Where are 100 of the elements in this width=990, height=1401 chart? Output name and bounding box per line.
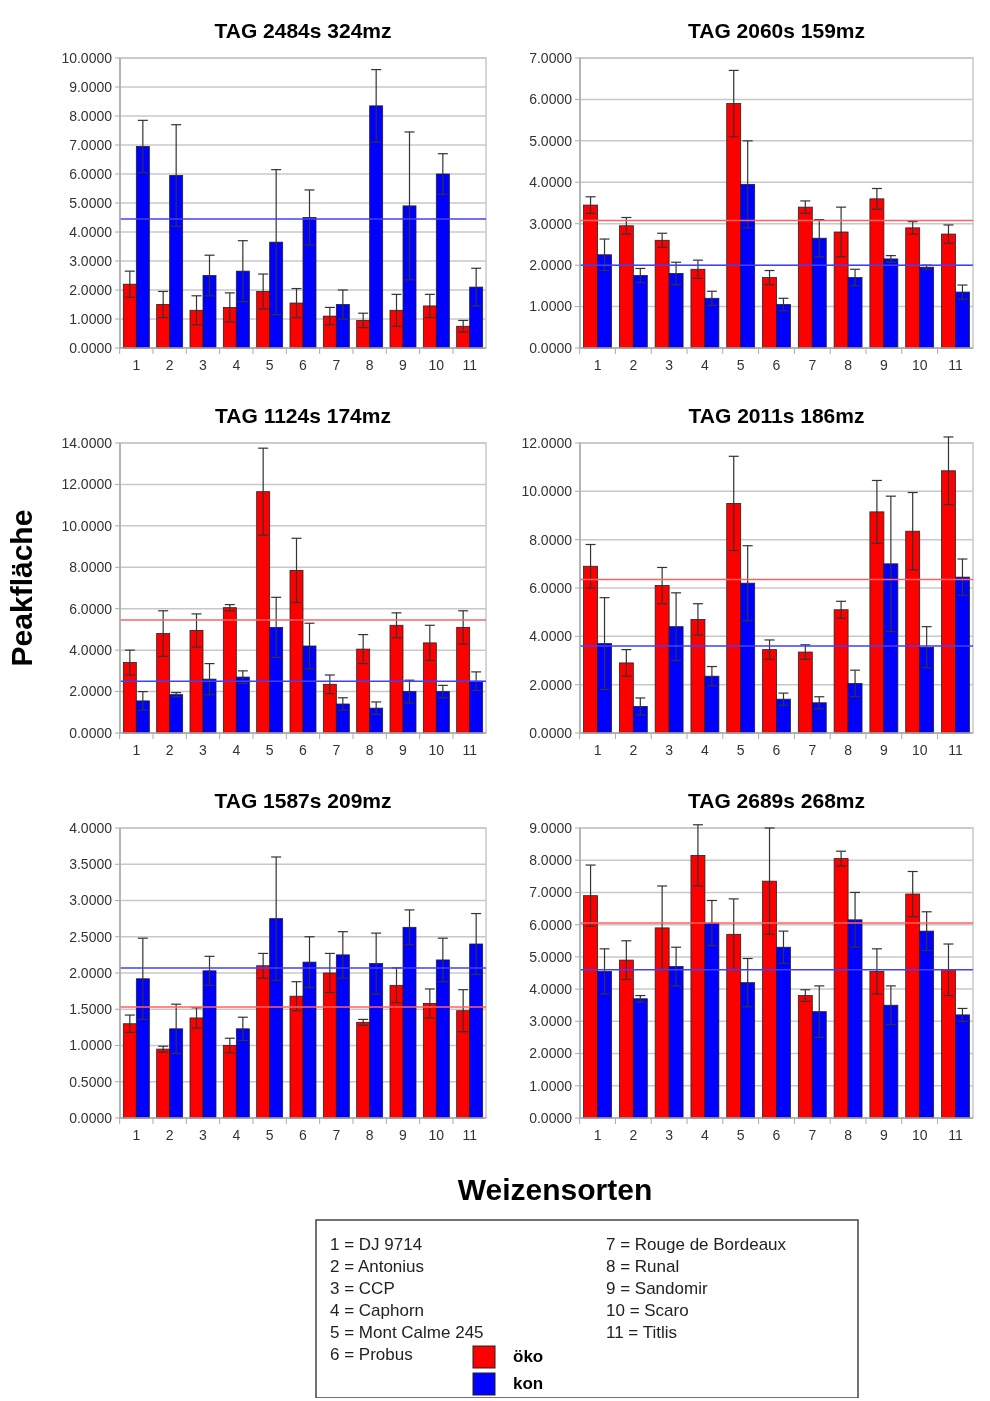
x-tick-label: 2: [165, 1127, 174, 1143]
x-tick-label: 2: [629, 1127, 638, 1143]
y-tick-label: 8.0000: [69, 107, 113, 124]
x-tick-label: 6: [772, 742, 781, 758]
y-tick-label: 12.0000: [61, 476, 113, 493]
x-tick-label: 7: [332, 742, 341, 758]
y-tick-label: 3.0000: [69, 252, 113, 269]
y-tick-label: 4.0000: [529, 628, 573, 645]
x-tick-label: 5: [736, 357, 745, 373]
x-tick-label: 3: [665, 1127, 674, 1143]
text: 5 = Mont Calme 245: [330, 1323, 484, 1342]
text: 1 = DJ 9714: [330, 1235, 423, 1254]
y-tick-label: 1.0000: [529, 1077, 573, 1094]
text: 11 = Titlis: [606, 1323, 678, 1342]
y-tick-label: 0.0000: [529, 1109, 573, 1126]
y-tick-label: 0.0000: [529, 339, 573, 356]
x-tick-label: 8: [844, 357, 853, 373]
x-tick-label: 7: [808, 742, 817, 758]
chart-title: TAG 1124s 174mz: [215, 404, 391, 427]
y-tick-label: 2.0000: [69, 683, 113, 700]
y-tick-label: 12.0000: [521, 434, 573, 451]
x-tick-label: 1: [593, 742, 602, 758]
y-tick-label: 10.0000: [61, 49, 113, 66]
y-tick-label: 2.0000: [529, 676, 573, 693]
x-tick-label: 1: [132, 1127, 141, 1143]
x-tick-label: 9: [879, 742, 888, 758]
x-tick-label: 4: [232, 357, 241, 373]
x-tick-label: 11: [948, 742, 963, 758]
y-tick-label: 10.0000: [61, 517, 113, 534]
y-tick-label: 0.0000: [69, 339, 113, 356]
x-tick-label: 6: [299, 1127, 308, 1143]
x-tick-label: 3: [199, 742, 208, 758]
x-tick-label: 6: [772, 357, 781, 373]
x-tick-label: 9: [399, 357, 408, 373]
y-tick-label: 7.0000: [69, 136, 113, 153]
x-tick-label: 3: [665, 742, 674, 758]
x-tick-label: 1: [132, 357, 141, 373]
chart-title: TAG 2484s 324mz: [214, 19, 392, 42]
y-tick-label: 6.0000: [69, 600, 113, 617]
x-tick-label: 11: [462, 357, 478, 373]
x-tick-label: 2: [629, 357, 638, 373]
y-tick-label: 4.0000: [529, 981, 573, 998]
x-tick-label: 5: [265, 742, 274, 758]
y-tick-label: 0.0000: [69, 724, 113, 741]
x-tick-label: 6: [772, 1127, 781, 1143]
y-tick-label: 1.0000: [69, 1037, 113, 1054]
x-tick-label: 5: [265, 1127, 274, 1143]
x-tick-label: 11: [948, 357, 963, 373]
x-tick-label: 10: [911, 742, 928, 758]
y-tick-label: 6.0000: [69, 165, 113, 182]
y-tick-label: 4.0000: [529, 174, 573, 191]
x-tick-label: 4: [701, 1127, 710, 1143]
x-tick-label: 10: [911, 1127, 928, 1143]
y-tick-label: 6.0000: [529, 579, 573, 596]
y-tick-label: 8.0000: [529, 531, 573, 548]
x-tick-label: 1: [132, 742, 141, 758]
y-tick-label: 7.0000: [529, 49, 573, 66]
y-tick-label: 1.0000: [69, 310, 113, 327]
x-axis-title: Weizensorten: [457, 1173, 653, 1206]
x-tick-label: 7: [808, 357, 817, 373]
y-tick-label: 0.0000: [529, 724, 573, 741]
y-tick-label: 2.0000: [69, 281, 113, 298]
x-tick-label: 3: [199, 357, 208, 373]
y-tick-label: 2.5000: [69, 928, 113, 945]
x-tick-label: 10: [428, 742, 445, 758]
text: 9 = Sandomir: [606, 1279, 708, 1298]
y-tick-label: 4.0000: [69, 819, 113, 836]
y-tick-label: 2.0000: [69, 964, 113, 981]
x-tick-label: 10: [911, 357, 928, 373]
y-tick-label: 5.0000: [529, 132, 573, 149]
y-tick-label: 9.0000: [69, 78, 113, 95]
y-tick-label: 0.5000: [69, 1073, 113, 1090]
x-tick-label: 2: [165, 357, 174, 373]
y-tick-label: 14.0000: [61, 434, 113, 451]
text: 4 = Caphorn: [330, 1301, 425, 1320]
x-tick-label: 11: [948, 1127, 963, 1143]
y-tick-label: 8.0000: [529, 852, 573, 869]
x-tick-label: 1: [593, 357, 602, 373]
y-tick-label: 2.0000: [529, 1045, 573, 1062]
x-tick-label: 11: [462, 742, 478, 758]
y-tick-label: 3.5000: [69, 856, 113, 873]
x-tick-label: 5: [736, 742, 745, 758]
x-tick-label: 4: [232, 742, 241, 758]
x-tick-label: 7: [332, 1127, 341, 1143]
y-tick-label: 10.0000: [521, 483, 573, 500]
y-tick-label: 1.0000: [529, 298, 573, 315]
x-tick-label: 9: [879, 1127, 888, 1143]
text: 3 = CCP: [330, 1279, 395, 1298]
y-tick-label: 8.0000: [69, 559, 113, 576]
x-tick-label: 9: [879, 357, 888, 373]
x-tick-label: 7: [808, 1127, 817, 1143]
x-tick-label: 3: [665, 357, 674, 373]
x-tick-label: 5: [265, 357, 274, 373]
x-tick-label: 8: [365, 742, 374, 758]
x-tick-label: 4: [232, 1127, 241, 1143]
y-tick-label: 1.5000: [69, 1001, 113, 1018]
chart-title: TAG 2689s 268mz: [687, 789, 866, 812]
y-tick-label: 3.0000: [69, 892, 113, 909]
y-tick-label: 4.0000: [69, 642, 113, 659]
y-tick-label: 4.0000: [69, 223, 113, 240]
